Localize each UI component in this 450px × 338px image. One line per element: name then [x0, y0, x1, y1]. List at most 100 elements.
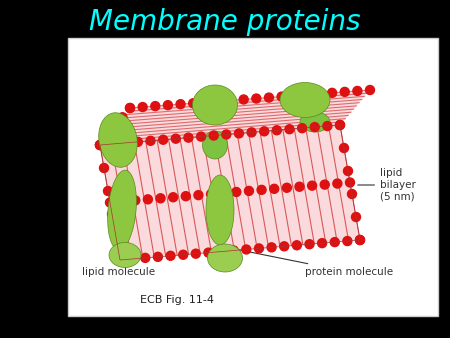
Circle shape [191, 249, 200, 258]
Circle shape [339, 144, 348, 152]
Circle shape [176, 100, 185, 109]
Circle shape [229, 246, 238, 255]
Circle shape [151, 102, 160, 111]
Circle shape [126, 103, 135, 113]
Circle shape [209, 131, 218, 140]
Circle shape [204, 248, 213, 257]
Circle shape [153, 252, 162, 261]
Circle shape [171, 134, 180, 143]
Circle shape [95, 141, 104, 149]
Circle shape [232, 188, 241, 196]
Circle shape [95, 141, 104, 149]
Circle shape [163, 101, 172, 110]
Circle shape [184, 133, 193, 142]
Ellipse shape [109, 242, 141, 267]
Circle shape [280, 242, 289, 251]
Circle shape [351, 213, 360, 221]
Ellipse shape [193, 85, 238, 125]
FancyBboxPatch shape [68, 38, 438, 316]
Circle shape [239, 95, 248, 104]
Text: ECB Fig. 11-4: ECB Fig. 11-4 [140, 295, 214, 305]
Circle shape [290, 91, 299, 100]
Circle shape [121, 138, 130, 147]
Ellipse shape [207, 244, 243, 272]
Circle shape [131, 196, 140, 205]
Circle shape [219, 189, 228, 197]
Circle shape [133, 137, 142, 146]
Ellipse shape [206, 175, 234, 245]
Circle shape [297, 124, 306, 132]
Circle shape [159, 135, 168, 144]
Circle shape [99, 164, 108, 172]
Circle shape [226, 96, 235, 105]
Circle shape [194, 191, 203, 200]
Circle shape [234, 129, 243, 138]
Circle shape [333, 179, 342, 188]
Polygon shape [100, 90, 370, 145]
Circle shape [260, 127, 269, 136]
Circle shape [104, 187, 112, 195]
Circle shape [197, 132, 206, 141]
Circle shape [116, 256, 125, 265]
Circle shape [272, 126, 281, 135]
Circle shape [343, 167, 352, 175]
Circle shape [318, 239, 327, 248]
Circle shape [356, 236, 364, 244]
Circle shape [108, 140, 117, 148]
Circle shape [282, 183, 291, 192]
Text: protein molecule: protein molecule [233, 248, 393, 277]
Text: lipid molecule: lipid molecule [82, 258, 155, 277]
Circle shape [214, 97, 223, 106]
Circle shape [201, 98, 210, 107]
Ellipse shape [99, 113, 137, 167]
Circle shape [320, 180, 329, 189]
Circle shape [144, 195, 153, 204]
Circle shape [242, 245, 251, 254]
Circle shape [216, 247, 225, 256]
Circle shape [356, 236, 364, 244]
Circle shape [328, 88, 337, 97]
Circle shape [126, 103, 135, 113]
Ellipse shape [300, 112, 330, 132]
Ellipse shape [202, 131, 228, 159]
Circle shape [336, 121, 345, 129]
Polygon shape [100, 125, 360, 260]
Circle shape [111, 122, 120, 131]
Circle shape [277, 92, 286, 101]
Circle shape [254, 244, 263, 253]
Circle shape [295, 182, 304, 191]
Circle shape [189, 99, 198, 108]
Circle shape [105, 198, 114, 207]
Circle shape [179, 250, 188, 259]
Circle shape [302, 90, 311, 99]
Circle shape [308, 181, 317, 190]
Circle shape [315, 89, 324, 98]
Circle shape [292, 241, 302, 250]
Circle shape [207, 190, 216, 199]
Circle shape [267, 243, 276, 252]
Circle shape [257, 185, 266, 194]
Circle shape [346, 178, 355, 187]
Circle shape [156, 194, 165, 203]
Circle shape [169, 193, 178, 202]
Ellipse shape [280, 82, 330, 118]
Circle shape [343, 237, 352, 245]
Circle shape [347, 190, 356, 198]
Circle shape [166, 251, 175, 260]
Circle shape [353, 87, 362, 95]
Text: lipid
bilayer
(5 nm): lipid bilayer (5 nm) [358, 168, 416, 201]
Circle shape [108, 210, 117, 218]
Text: Membrane proteins: Membrane proteins [89, 8, 361, 36]
Circle shape [181, 192, 190, 201]
Circle shape [247, 128, 256, 137]
Circle shape [252, 94, 261, 103]
Circle shape [330, 238, 339, 247]
Circle shape [310, 123, 319, 131]
Circle shape [336, 121, 345, 129]
Circle shape [95, 141, 104, 149]
Circle shape [244, 187, 253, 195]
Circle shape [305, 240, 314, 249]
Circle shape [128, 255, 137, 263]
Circle shape [118, 113, 127, 122]
Circle shape [116, 256, 125, 265]
